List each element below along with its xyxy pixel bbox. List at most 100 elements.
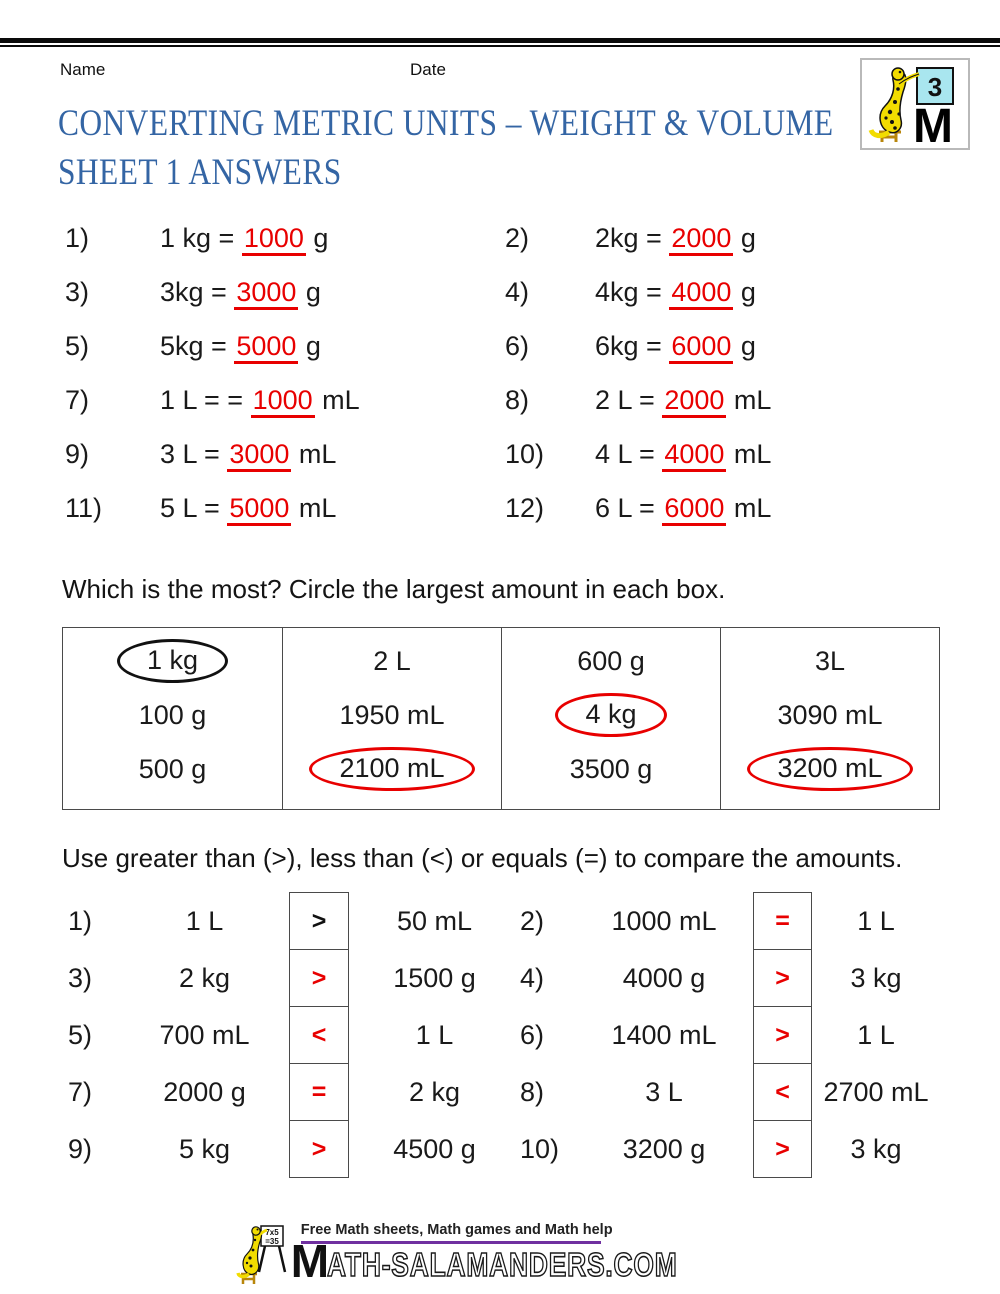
conversion-problem-expression: 1 L = = 1000 mL (160, 373, 505, 427)
compare-answer-box: > (289, 892, 349, 950)
circle-table-column: 3L 3090 mL 3200 mL (720, 628, 939, 809)
answer-ellipse-red: 2100 mL (309, 747, 475, 791)
footer-domain: M ATH-SALAMANDERS.COM (291, 1238, 766, 1284)
logo-board-number: 3 (928, 72, 942, 102)
compare-left-amount: 2000 g (163, 1077, 246, 1107)
conversion-problem-list: 1) 1 kg = 1000 g 2) 2kg = 2000 g 3) 3kg = 300… (65, 211, 771, 535)
compare-answer-box: > (753, 949, 812, 1007)
conversion-answer: 6000 (669, 331, 734, 364)
compare-answer-box: > (289, 1120, 349, 1178)
conversion-problem-number: 11) (65, 493, 103, 523)
svg-text:7x5: 7x5 (265, 1228, 279, 1237)
footer-salamander-icon: 7x5 =35 (236, 1225, 286, 1284)
conversion-problem-expression: 6kg = 6000 g (595, 319, 771, 373)
compare-answer-symbol: > (311, 1134, 327, 1163)
compare-section-heading: Use greater than (>), less than (<) or e… (62, 843, 903, 873)
compare-answer-box: > (289, 949, 349, 1007)
compare-left-amount: 4000 g (622, 963, 706, 993)
compare-right-amount: 4500 g (393, 1134, 476, 1164)
compare-answer-symbol: > (775, 1020, 790, 1049)
compare-problem-number: 6) (520, 1020, 545, 1050)
compare-left-amount: 700 mL (159, 1020, 250, 1050)
compare-right-amount: 3 kg (850, 1134, 902, 1164)
conversion-problem-number: 6) (505, 331, 530, 361)
conversion-problem-expression: 3kg = 3000 g (160, 265, 505, 319)
compare-answer-symbol: > (775, 963, 790, 992)
compare-answer-symbol: < (775, 1077, 790, 1106)
conversion-answer: 5000 (227, 493, 292, 526)
compare-answer-symbol: > (775, 1134, 790, 1163)
conversion-answer: 1000 (241, 223, 306, 256)
compare-answer-symbol: < (311, 1020, 327, 1049)
top-border-rule (0, 38, 1000, 47)
circle-table-column: 600 g 4 kg 3500 g (501, 628, 720, 809)
compare-answer-symbol: = (311, 1077, 327, 1106)
circle-table-item: 100 g (138, 699, 207, 730)
compare-left-amount: 1400 mL (611, 1020, 717, 1050)
conversion-problem-number: 1) (65, 223, 90, 253)
compare-problem-number: 10) (520, 1134, 560, 1164)
conversion-problem-expression: 1 kg = 1000 g (160, 211, 505, 265)
conversion-problem-expression: 3 L = 3000 mL (160, 427, 505, 481)
compare-left-amount: 3 L (645, 1077, 683, 1107)
circle-largest-table: 1 kg 100 g 500 g 2 L 1950 mL 2100 mL 600 g 4 kg… (62, 627, 940, 810)
page-title-line1: CONVERTING METRIC UNITS – WEIGHT & VOLUM… (58, 103, 834, 144)
compare-row-left-pad (0, 950, 68, 1007)
compare-answer-box: > (753, 1006, 812, 1064)
compare-answer-box: = (753, 892, 812, 950)
compare-row-left-pad (0, 1007, 68, 1064)
circle-table-item: 3L (814, 645, 846, 676)
conversion-problem-number: 7) (65, 385, 90, 415)
conversion-problem-expression: 5 L = 5000 mL (160, 481, 505, 535)
compare-answer-symbol: = (775, 906, 790, 935)
compare-right-amount: 2700 mL (823, 1077, 929, 1107)
conversion-answer: 2000 (669, 223, 734, 256)
compare-right-amount: 3 kg (850, 963, 902, 993)
circle-table-column: 2 L 1950 mL 2100 mL (282, 628, 501, 809)
conversion-problem-expression: 4kg = 4000 g (595, 265, 771, 319)
compare-left-amount: 1 L (185, 906, 224, 936)
conversion-problem-expression: 4 L = 4000 mL (595, 427, 771, 481)
date-label: Date (410, 60, 446, 79)
conversion-problem-expression: 2 L = 2000 mL (595, 373, 771, 427)
name-label: Name (60, 60, 106, 79)
compare-left-amount: 5 kg (178, 1134, 231, 1164)
salamander-logo-icon: 3 M (868, 67, 954, 146)
footer-domain-rest: ATH-SALAMANDERS.COM (326, 1246, 678, 1284)
circle-table-item: 2 L (373, 645, 411, 676)
page-title: CONVERTING METRIC UNITS – WEIGHT & VOLUM… (58, 99, 834, 197)
circle-table-item: 500 g (138, 753, 207, 784)
compare-right-amount: 2 kg (408, 1077, 461, 1107)
compare-answer-symbol: > (311, 963, 327, 992)
footer-tagline: Free Math sheets, Math games and Math he… (300, 1222, 613, 1238)
compare-answer-box: < (753, 1063, 812, 1121)
conversion-answer: 4000 (669, 277, 734, 310)
conversion-problem-number: 10) (505, 439, 545, 469)
answer-ellipse-black: 1 kg (116, 639, 229, 683)
conversion-answer: 5000 (234, 331, 299, 364)
compare-problem-number: 9) (68, 1134, 93, 1164)
compare-answer-box: > (753, 1120, 812, 1178)
conversion-answer: 1000 (250, 385, 315, 418)
svg-text:=35: =35 (265, 1237, 279, 1246)
compare-right-amount: 1 L (857, 1020, 895, 1050)
circle-table-item: 3500 g (569, 753, 653, 784)
conversion-problem-number: 9) (65, 439, 90, 469)
compare-problem-number: 1) (68, 906, 93, 936)
conversion-answer: 6000 (662, 493, 727, 526)
compare-problem-number: 3) (68, 963, 93, 993)
page-title-line2: SHEET 1 ANSWERS (58, 152, 342, 193)
compare-right-amount: 1500 g (393, 963, 476, 993)
compare-right-amount: 50 mL (396, 906, 473, 936)
compare-problem-number: 2) (520, 906, 545, 936)
circle-table-item: 3200 mL (721, 742, 939, 796)
compare-answer-symbol: > (311, 906, 327, 935)
math-salamanders-corner-logo: 3 M (860, 58, 970, 150)
compare-problem-list: 1) 1 L >50 mL 2) 1000 mL = 1 L 3) 2 kg >1500 g 4) 4… (0, 892, 1000, 1178)
compare-answer-box: = (289, 1063, 349, 1121)
circle-table-item: 600 g (577, 645, 645, 676)
compare-right-amount: 1 L (415, 1020, 454, 1050)
compare-left-amount: 1000 mL (611, 906, 717, 936)
compare-right-amount: 1 L (857, 906, 895, 936)
